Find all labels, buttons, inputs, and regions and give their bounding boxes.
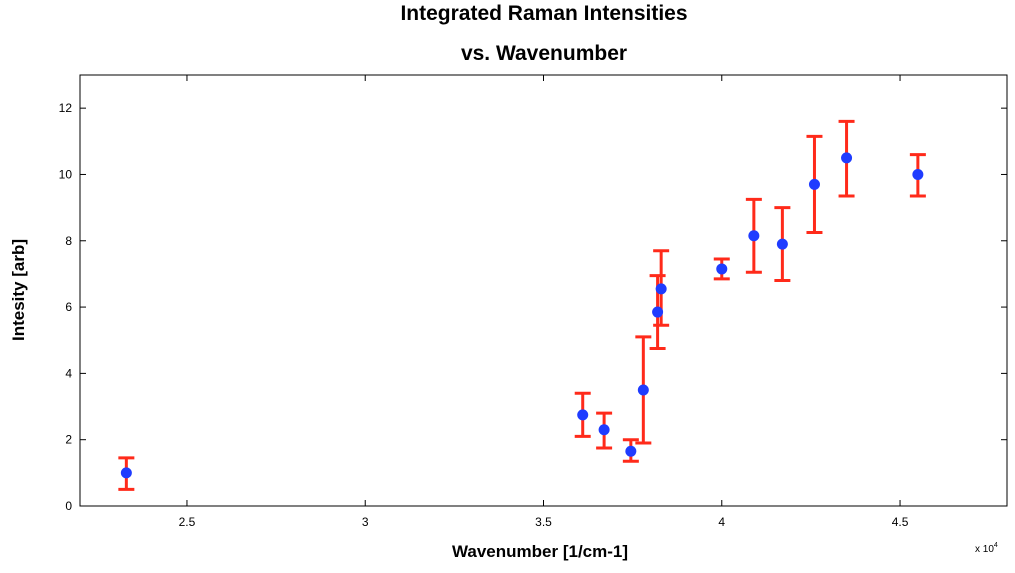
y-tick-label: 6 — [65, 300, 72, 314]
x-tick-label: 4.5 — [892, 515, 909, 529]
data-point — [912, 168, 924, 180]
x-tick-label: 3 — [362, 515, 369, 529]
y-axis-ticks: 0 2 4 6 8 10 12 — [59, 101, 1007, 513]
y-tick-label: 0 — [65, 499, 72, 513]
data-point — [808, 178, 820, 190]
data-point — [577, 409, 589, 421]
x-axis-ticks: 2.5 3 3.5 4 4.5 — [179, 75, 909, 529]
x-axis-multiplier-base: x 10 — [975, 544, 994, 555]
y-tick-label: 12 — [59, 101, 73, 115]
data-point — [716, 263, 728, 275]
chart-title-line1: Integrated Raman Intensities — [400, 2, 687, 25]
x-tick-label: 4 — [718, 515, 725, 529]
x-axis-multiplier-exponent: 4 — [994, 542, 998, 549]
data-point — [598, 424, 610, 436]
y-tick-label: 8 — [65, 234, 72, 248]
chart-title-line2: vs. Wavenumber — [461, 42, 627, 65]
error-bars — [118, 119, 926, 491]
y-axis-label: Intesity [arb] — [9, 239, 28, 341]
data-point — [637, 384, 649, 396]
y-tick-label: 10 — [59, 167, 73, 181]
y-tick-label: 4 — [65, 366, 72, 380]
x-tick-label: 3.5 — [535, 515, 552, 529]
data-point — [748, 230, 760, 242]
x-axis-multiplier: x 104 — [975, 542, 998, 555]
data-point — [655, 283, 667, 295]
data-point — [120, 467, 132, 479]
data-point — [776, 238, 788, 250]
data-point — [625, 445, 637, 457]
data-point — [841, 152, 853, 164]
data-point — [652, 306, 664, 318]
x-axis-label: Wavenumber [1/cm-1] — [452, 542, 628, 561]
data-points — [120, 152, 924, 479]
y-tick-label: 2 — [65, 433, 72, 447]
plot-area-frame — [79, 74, 1008, 507]
x-tick-label: 2.5 — [179, 515, 196, 529]
